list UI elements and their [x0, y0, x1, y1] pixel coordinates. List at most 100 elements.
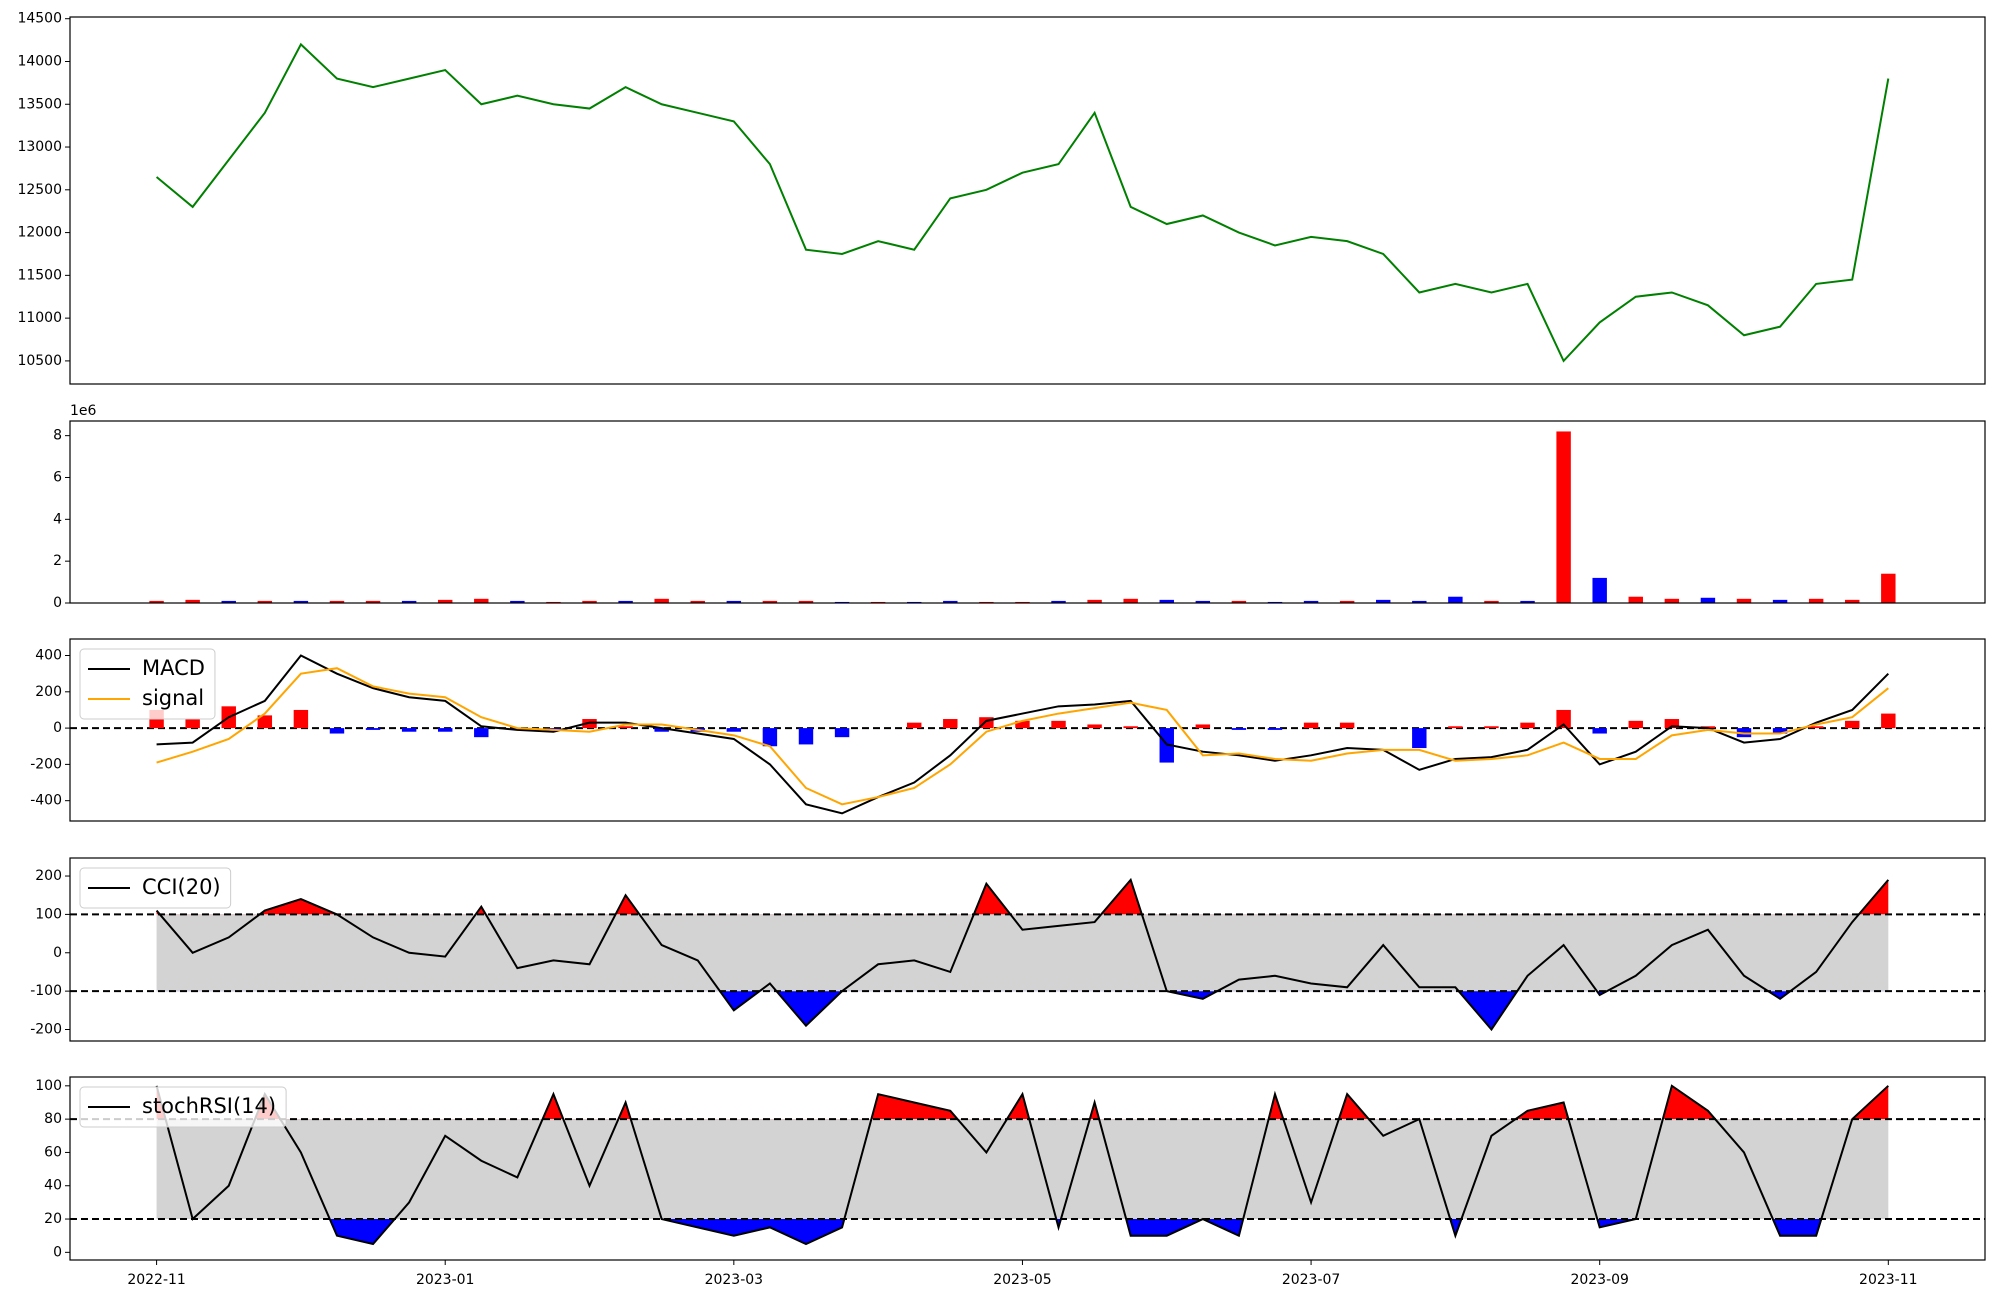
y-tick-label: 100 — [35, 1078, 62, 1094]
y-tick-label: -400 — [30, 793, 62, 809]
y-tick-label: 0 — [53, 1244, 62, 1260]
bar — [1520, 600, 1535, 603]
bar — [1087, 599, 1102, 603]
bar — [185, 599, 200, 603]
x-tick-label: 2023-03 — [705, 1272, 764, 1288]
bar — [943, 600, 958, 603]
bar — [979, 717, 994, 729]
y-tick-label: 4 — [53, 511, 62, 527]
bar — [365, 728, 381, 730]
band — [156, 914, 1889, 992]
bar — [329, 600, 345, 603]
bar — [293, 600, 309, 603]
bar — [1303, 600, 1319, 603]
bar — [1484, 600, 1499, 603]
bar — [185, 719, 200, 729]
bar — [1628, 596, 1643, 603]
bar — [1845, 720, 1860, 729]
y-tick-label: 8 — [53, 428, 62, 444]
legend-label: CCI(20) — [142, 875, 221, 899]
bar — [834, 728, 850, 738]
bar — [474, 598, 489, 603]
bar — [907, 722, 922, 729]
bar — [726, 600, 742, 603]
bar — [365, 600, 381, 603]
bar — [1592, 728, 1607, 734]
bar — [1231, 600, 1247, 603]
y-tick-label: 10500 — [17, 353, 62, 369]
x-tick-label: 2023-05 — [993, 1272, 1052, 1288]
bar — [1845, 599, 1860, 603]
series-line — [155, 877, 1890, 1032]
bar — [437, 599, 453, 603]
x-tick-label: 2023-09 — [1570, 1272, 1629, 1288]
bar — [1448, 726, 1463, 729]
bar — [1267, 728, 1283, 730]
bar — [510, 600, 525, 603]
y-tick-label: 13500 — [17, 96, 62, 112]
bar — [726, 728, 742, 732]
bar — [1808, 598, 1824, 603]
bar — [1159, 599, 1174, 603]
y-tick-label: 6 — [53, 469, 62, 485]
y-tick-label: 11000 — [17, 310, 62, 326]
bar — [654, 728, 669, 732]
y-tick-label: 80 — [44, 1111, 62, 1127]
legend-box — [79, 1086, 287, 1128]
bar — [1303, 722, 1319, 729]
legend-box — [79, 867, 232, 909]
y-tick-label: -200 — [30, 1021, 62, 1037]
x-tick-label: 2023-11 — [1859, 1272, 1918, 1288]
legend-label: stochRSI(14) — [142, 1094, 276, 1118]
bar — [1087, 724, 1102, 729]
series-line — [156, 667, 1889, 806]
bar — [149, 600, 164, 603]
bar — [1015, 720, 1030, 729]
plot-frame — [69, 638, 1986, 822]
plot-frame — [69, 857, 1986, 1042]
below-fill — [156, 1219, 1889, 1245]
plot-frame — [69, 1076, 1986, 1261]
y-tick-label: -200 — [30, 756, 62, 772]
bar — [1772, 728, 1788, 734]
bar — [1556, 709, 1571, 729]
bar — [1772, 599, 1788, 603]
bar — [1195, 724, 1211, 729]
y-tick-label: 13000 — [17, 139, 62, 155]
above-fill — [156, 1085, 1889, 1120]
bar — [1628, 720, 1643, 729]
bar — [437, 728, 453, 732]
y-tick-label: 12500 — [17, 182, 62, 198]
panel — [149, 431, 1896, 603]
bar — [1051, 720, 1066, 729]
bar — [1556, 431, 1571, 603]
panel — [70, 1084, 1985, 1246]
bar — [1412, 600, 1427, 603]
bar — [1195, 600, 1211, 603]
series-line — [155, 42, 1890, 363]
y-tick-label: 100 — [35, 906, 62, 922]
y-tick-label: 0 — [53, 720, 62, 736]
bar — [1664, 598, 1680, 603]
bar — [618, 600, 633, 603]
bar — [798, 728, 814, 745]
bar — [1808, 726, 1824, 729]
bar — [1520, 722, 1535, 729]
bar — [474, 728, 489, 738]
bar — [1376, 599, 1391, 603]
y-tick-label: 12000 — [17, 225, 62, 241]
bar — [1592, 577, 1607, 603]
legend-label: MACD — [142, 656, 205, 680]
bar — [654, 598, 669, 603]
bar — [293, 709, 309, 729]
plot-frame — [69, 16, 1986, 385]
y-tick-label: 20 — [44, 1211, 62, 1227]
y-tick-label: 200 — [35, 868, 62, 884]
y-tick-label: 11500 — [17, 267, 62, 283]
x-tick-label: 2023-01 — [416, 1272, 475, 1288]
panel — [70, 654, 1985, 815]
y-tick-label: 0 — [53, 945, 62, 961]
y-tick-label: 200 — [35, 684, 62, 700]
bar — [943, 719, 958, 729]
y-tick-label: 14500 — [17, 11, 62, 27]
